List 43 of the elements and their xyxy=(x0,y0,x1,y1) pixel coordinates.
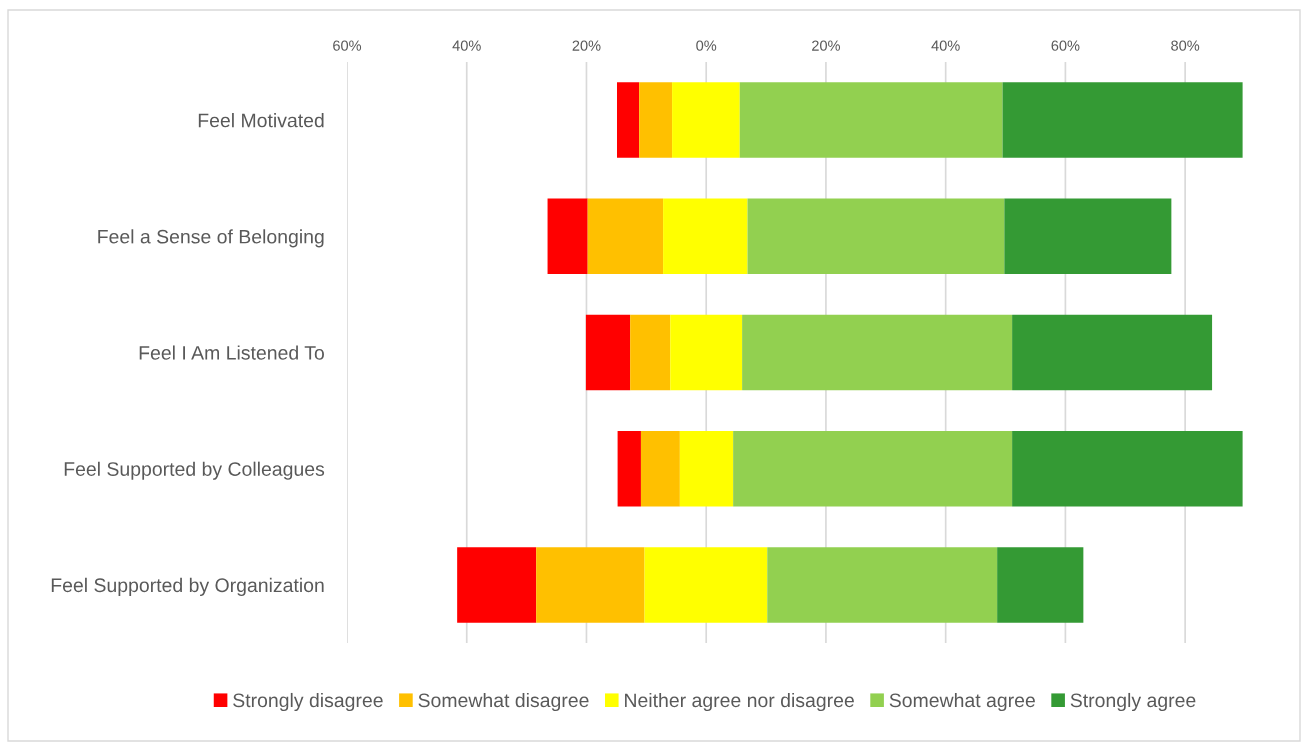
y-tick-label: Feel Motivated xyxy=(198,113,324,128)
bar xyxy=(644,547,768,623)
y-tick-label: Feel I Am Listened To xyxy=(139,345,324,360)
bar xyxy=(536,547,645,623)
bar xyxy=(617,430,641,507)
bar xyxy=(747,198,1005,275)
x-tick-label: 80% xyxy=(1171,40,1200,51)
x-tick-label: 20% xyxy=(812,40,841,51)
bar xyxy=(742,314,1013,391)
bar xyxy=(547,198,588,275)
y-tick-label: Feel a Sense of Belonging xyxy=(98,229,324,248)
bar xyxy=(1012,430,1243,507)
x-tick-label: 40% xyxy=(452,40,481,51)
legend-label: Somewhat agree xyxy=(889,692,1035,712)
y-tick-label: Feel Supported by Colleagues xyxy=(64,461,325,480)
bar xyxy=(739,82,1003,158)
y-tick-label: Feel Supported by Organization xyxy=(51,577,324,596)
bar xyxy=(663,198,748,275)
bar xyxy=(733,430,1013,507)
bar xyxy=(457,547,537,623)
legend-label: Somewhat disagree xyxy=(418,692,589,712)
bar xyxy=(1012,314,1213,391)
bar xyxy=(585,314,631,391)
x-tick-label: 40% xyxy=(931,40,960,51)
bar xyxy=(997,547,1084,623)
bar xyxy=(587,198,664,275)
legend-label: Neither agree nor disagree xyxy=(625,692,854,712)
x-tick-label: 60% xyxy=(1051,40,1080,51)
bar xyxy=(1004,198,1172,275)
bar xyxy=(672,82,740,158)
bar xyxy=(630,314,671,391)
bar xyxy=(767,547,998,623)
bar xyxy=(670,314,743,391)
legend-label: Strongly agree xyxy=(1070,692,1196,712)
bar xyxy=(1002,82,1243,158)
x-tick-label: 20% xyxy=(572,40,601,51)
bar xyxy=(679,430,734,507)
bar xyxy=(640,430,680,507)
bar xyxy=(617,82,640,158)
legend-label: Strongly disagree xyxy=(233,692,383,712)
bar xyxy=(639,82,673,158)
x-tick-label: 60% xyxy=(333,40,362,51)
x-tick-label: 0% xyxy=(696,40,717,51)
